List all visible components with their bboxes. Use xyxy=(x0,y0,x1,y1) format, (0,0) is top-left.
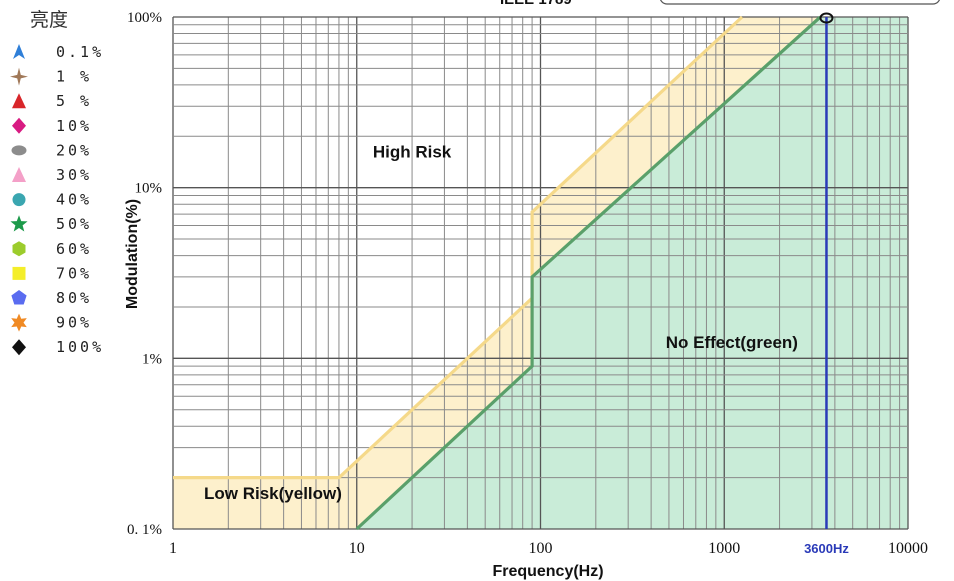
legend-label: 50% xyxy=(56,215,92,233)
marker-point xyxy=(819,12,834,24)
spike-triangle-icon xyxy=(13,44,25,59)
x-tick-label: 1 xyxy=(169,540,177,557)
title-box xyxy=(660,0,940,5)
region-label-high-risk: High Risk xyxy=(373,143,452,162)
legend-item: 50% xyxy=(10,215,92,233)
legend-label: 70% xyxy=(56,264,92,282)
marker-label: 3600Hz xyxy=(804,541,849,556)
x-tick-label: 100 xyxy=(529,540,553,557)
square-icon xyxy=(12,266,26,280)
y-axis-title: Modulation(%) xyxy=(124,199,141,309)
legend-item: 40% xyxy=(12,191,92,209)
legend-item: 80% xyxy=(11,289,92,307)
x-axis-ticks: 1 10 100 1000 10000 xyxy=(169,540,928,557)
legend-item: 30% xyxy=(12,166,92,184)
x-axis-title: Frequency(Hz) xyxy=(492,563,603,580)
ellipse-icon xyxy=(11,145,27,156)
legend-item: 20% xyxy=(11,141,92,159)
x-tick-label: 10 xyxy=(349,540,365,557)
series-lines xyxy=(173,15,822,531)
y-tick-label: 10% xyxy=(135,181,163,197)
circle-icon xyxy=(12,193,26,207)
legend-label: 20% xyxy=(56,141,92,159)
y-tick-label: 100% xyxy=(127,10,162,26)
legend-label: 40% xyxy=(56,191,92,209)
region-label-low-risk-yellow: Low Risk(yellow) xyxy=(204,484,342,503)
legend-label: 90% xyxy=(56,314,92,332)
legend-label: 0.1% xyxy=(56,43,104,61)
x-tick-label: 1000 xyxy=(708,540,740,557)
triangle-icon xyxy=(12,167,26,182)
y-tick-label: 0. 1% xyxy=(127,522,162,538)
legend-item: 90% xyxy=(11,313,92,332)
legend-label: 30% xyxy=(56,166,92,184)
y-tick-label: 1% xyxy=(142,351,162,367)
legend-item: 0.1% xyxy=(13,43,104,61)
series-line-no-effect-green xyxy=(355,15,822,531)
frequency-marker: 3600Hz xyxy=(804,12,849,556)
legend-label: 100% xyxy=(56,338,104,356)
four-point-star-icon xyxy=(10,67,28,86)
grid xyxy=(172,16,909,530)
legend-item: 60% xyxy=(12,240,92,258)
legend: 亮度 0.1% 1 % 5 % 10% 20% 30% 40% 50% 60% 70% 80% 90%… xyxy=(10,9,104,356)
star-icon xyxy=(10,215,28,232)
legend-label: 5 % xyxy=(56,92,92,110)
triangle-icon xyxy=(12,93,26,109)
legend-item: 70% xyxy=(12,264,92,282)
diamond-icon xyxy=(12,117,26,134)
hexagon-icon xyxy=(12,241,26,257)
legend-title: 亮度 xyxy=(30,9,68,31)
legend-label: 10% xyxy=(56,117,92,135)
region-label-no-effect-green: No Effect(green) xyxy=(666,333,798,352)
legend-item: 10% xyxy=(12,117,92,135)
legend-item: 1 % xyxy=(10,67,92,86)
pentagon-icon xyxy=(11,290,27,305)
legend-label: 1 % xyxy=(56,68,92,86)
legend-item: 100% xyxy=(12,338,104,356)
legend-label: 80% xyxy=(56,289,92,307)
six-point-star-icon xyxy=(11,313,27,332)
y-axis-ticks: 0. 1% 1% 10% 100% xyxy=(127,10,162,538)
chart-title: IEEE 1789 xyxy=(500,0,572,8)
legend-label: 60% xyxy=(56,240,92,258)
legend-item: 5 % xyxy=(12,92,92,110)
region-labels: High Risk Low Risk(yellow) No Effect(green… xyxy=(204,143,798,503)
diamond-icon xyxy=(12,339,26,356)
x-tick-label: 10000 xyxy=(888,540,928,557)
